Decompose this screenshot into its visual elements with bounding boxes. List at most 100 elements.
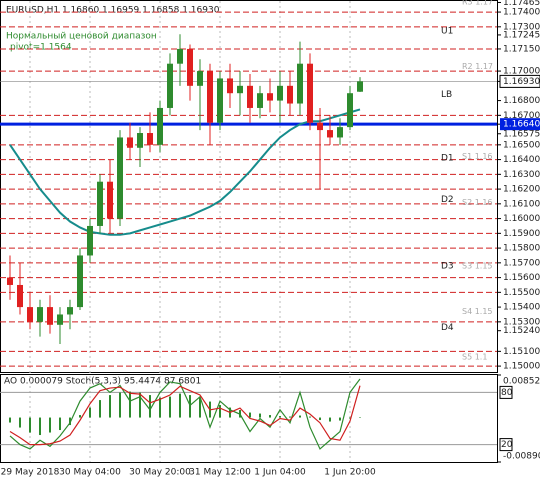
candle-body	[267, 93, 273, 101]
y2-tick-label: 80	[501, 388, 513, 398]
ao-bar	[269, 415, 271, 418]
candle-body	[137, 133, 143, 148]
candle-body	[207, 71, 213, 123]
indicator-label: AO 0.000079 Stoch(5,3,3) 95.4474 87.6801	[4, 377, 201, 387]
ao-bar	[349, 417, 351, 419]
candle-body	[57, 314, 63, 325]
candle-body	[357, 81, 363, 92]
candle-body	[217, 78, 223, 123]
zone-label: U1	[441, 27, 453, 37]
price-box	[499, 74, 540, 88]
ao-bar	[109, 395, 111, 418]
candle-body	[307, 63, 313, 123]
candle-body	[147, 133, 153, 145]
candle-body	[87, 225, 93, 256]
candle-body	[117, 137, 123, 219]
ao-bar	[249, 412, 251, 418]
y-tick-label: 1.15800	[503, 244, 540, 254]
y-tick-label: 1.15400	[503, 303, 540, 313]
candle-body	[27, 307, 33, 322]
ao-bar	[159, 397, 161, 418]
ao-bar	[279, 416, 281, 418]
pivot-label: S4 1.15	[462, 307, 493, 316]
candle-body	[177, 48, 183, 64]
ao-bar	[339, 417, 341, 421]
x-tick-label: 30 May 20:00	[129, 468, 191, 478]
candle-body	[287, 85, 293, 104]
x-tick-label: 29 May 2018	[1, 468, 60, 478]
y-tick-label: 1.16200	[503, 185, 540, 195]
candle-body	[167, 63, 173, 108]
chart-title: EURUSD,H1 1.16860 1.16959 1.16858 1.1693…	[6, 6, 220, 16]
ao-bar	[189, 395, 191, 418]
y-tick-label: 1.17150	[503, 44, 540, 54]
ao-bar	[289, 416, 291, 418]
x-tick-label: 1 Jun 20:00	[324, 468, 376, 478]
y-tick-label: 1.16640	[503, 120, 540, 130]
candle-body	[37, 307, 43, 322]
ao-bar	[29, 417, 31, 433]
moving-average	[9, 108, 361, 236]
candle-body	[257, 93, 263, 108]
candle-body	[297, 63, 303, 104]
y-tick-label: 1.16800	[503, 96, 540, 106]
y-tick-label: 1.15500	[503, 288, 540, 298]
ao-bar	[309, 416, 311, 418]
ao-bar	[199, 397, 201, 418]
y-tick-label: 1.16000	[503, 214, 540, 224]
price-box	[500, 118, 540, 131]
y-tick-label: 1.17245	[503, 30, 540, 40]
ao-bar	[129, 391, 131, 418]
ao-bar	[89, 407, 91, 418]
pivot-label: S5 1.1	[462, 353, 487, 362]
candle-body	[317, 122, 323, 131]
y-tick-label: 1.16100	[503, 199, 540, 209]
y-tick-label: 1.15300	[503, 317, 540, 327]
ao-bar	[59, 417, 61, 431]
y2-tick-label: 20	[501, 440, 513, 450]
y-tick-label: -0.008902	[503, 452, 540, 462]
y-tick-label: 1.15000	[503, 362, 540, 372]
pivot-label: R3 1.17	[462, 0, 493, 6]
candle-body	[237, 85, 243, 94]
y-tick-label: 1.17300	[503, 22, 540, 32]
ao-bar	[149, 395, 151, 418]
candle-body	[247, 85, 253, 108]
zone-label: D1	[441, 154, 454, 164]
tick-box	[499, 438, 513, 452]
candle-body	[157, 107, 163, 145]
candle-body	[327, 130, 333, 138]
ao-bar	[19, 417, 21, 428]
ao-bar	[259, 413, 261, 418]
indicator-panel	[0, 374, 498, 463]
y-tick-label: 1.16700	[503, 111, 540, 121]
candle-body	[107, 181, 113, 219]
ao-bar	[119, 392, 121, 418]
ao-bar	[329, 417, 331, 422]
candle-body	[67, 307, 73, 315]
candle-body	[127, 137, 133, 148]
candle-body	[277, 85, 283, 101]
zone-label: D4	[441, 323, 454, 333]
ao-bar	[9, 417, 11, 423]
ao-bar	[219, 405, 221, 418]
ao-bar	[69, 417, 71, 426]
stoch-line	[9, 385, 361, 446]
note: pivot=1.1564	[10, 43, 72, 53]
y-tick-label: 1.15900	[503, 229, 540, 239]
y-tick-label: 1.15240	[503, 326, 540, 336]
y-tick-label: 1.16300	[503, 170, 540, 180]
ao-bar	[169, 396, 171, 418]
ao-bar	[99, 400, 101, 418]
candle-body	[347, 93, 353, 128]
ao-bar	[39, 417, 41, 436]
y-tick-label: 1.15700	[503, 258, 540, 268]
y-tick-label: 1.16500	[503, 140, 540, 150]
ao-bar	[49, 417, 51, 433]
x-tick-label: 1 Jun 04:00	[254, 468, 306, 478]
candle-body	[17, 284, 23, 308]
y-tick-label: 1.15600	[503, 273, 540, 283]
candle-body	[7, 277, 13, 285]
